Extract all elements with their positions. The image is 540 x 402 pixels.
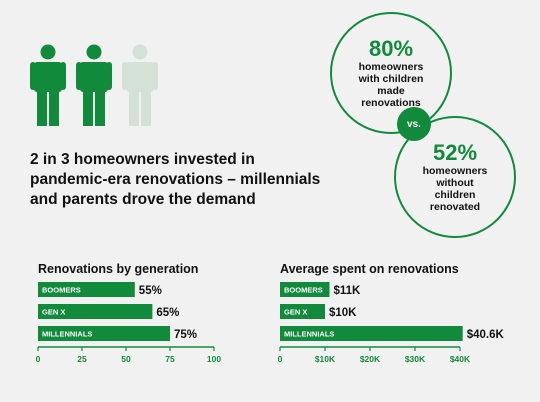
bar (38, 326, 170, 341)
bar-value-label: 55% (139, 285, 162, 297)
person-icon (122, 44, 158, 126)
x-tick-label: $30K (405, 354, 426, 364)
x-tick-label: $10K (315, 354, 336, 364)
bar-category-label: BOOMERS (42, 286, 81, 295)
x-tick-label: 0 (36, 354, 41, 364)
stat-circle-with-children: 80% homeowners with children made renova… (330, 12, 452, 134)
x-tick-label: 0 (278, 354, 283, 364)
stat-text: renovated (429, 201, 481, 213)
x-tick-label: 50 (121, 354, 131, 364)
chart-title-spending: Average spent on renovations (280, 262, 459, 276)
bar-value-label: 75% (174, 329, 197, 341)
stat-text: homeowners (422, 165, 488, 177)
bar-value-label: $11K (334, 285, 362, 297)
bar-chart-spending: BOOMERS $11K GEN X $10K MILLENNIALS $40.6K 0 $1… (278, 282, 505, 364)
stat-text: with children (358, 73, 424, 85)
bar-value-label: $10K (329, 307, 357, 319)
headline: 2 in 3 homeowners invested in pandemic-e… (30, 150, 330, 210)
bar-category-label: GEN X (284, 308, 307, 317)
bar-category-label: MILLENNIALS (42, 330, 92, 339)
person-icon (30, 44, 66, 126)
bar-category-label: GEN X (42, 308, 65, 317)
stat-value: 52% (432, 140, 478, 165)
stat-circle-without-children: 52% homeowners without children renovate… (394, 116, 516, 238)
headline-line: 2 in 3 homeowners invested in (30, 151, 255, 168)
stat-text: homeowners (358, 61, 424, 73)
stat-text: children (434, 189, 476, 201)
bar (280, 326, 463, 341)
x-tick-label: 75 (165, 354, 175, 364)
stat-value: 80% (368, 36, 414, 61)
bar (280, 304, 325, 319)
x-tick-label: 25 (77, 354, 87, 364)
bar-value-label: 65% (156, 307, 179, 319)
people-icons (30, 44, 158, 126)
vs-badge: vs. (397, 107, 431, 141)
stat-text: without (436, 177, 474, 189)
stat-text: made (377, 85, 405, 97)
bar-value-label: $40.6K (467, 329, 505, 341)
stat-text: renovations (361, 97, 421, 109)
bar-category-label: MILLENNIALS (284, 330, 334, 339)
bar-category-label: BOOMERS (284, 286, 323, 295)
headline-line: pandemic-era renovations – millennials (30, 171, 321, 188)
x-tick-label: $20K (360, 354, 381, 364)
person-icon (76, 44, 112, 126)
bar (38, 304, 153, 319)
bar (280, 282, 330, 297)
chart-title-generation: Renovations by generation (38, 262, 199, 276)
x-tick-label: 100 (207, 354, 221, 364)
bar (38, 282, 135, 297)
bar-chart-generation: BOOMERS 55% GEN X 65% MILLENNIALS 75% 0 25 50 75 1… (36, 282, 221, 364)
x-tick-label: $40K (450, 354, 471, 364)
headline-line: and parents drove the demand (30, 191, 256, 208)
